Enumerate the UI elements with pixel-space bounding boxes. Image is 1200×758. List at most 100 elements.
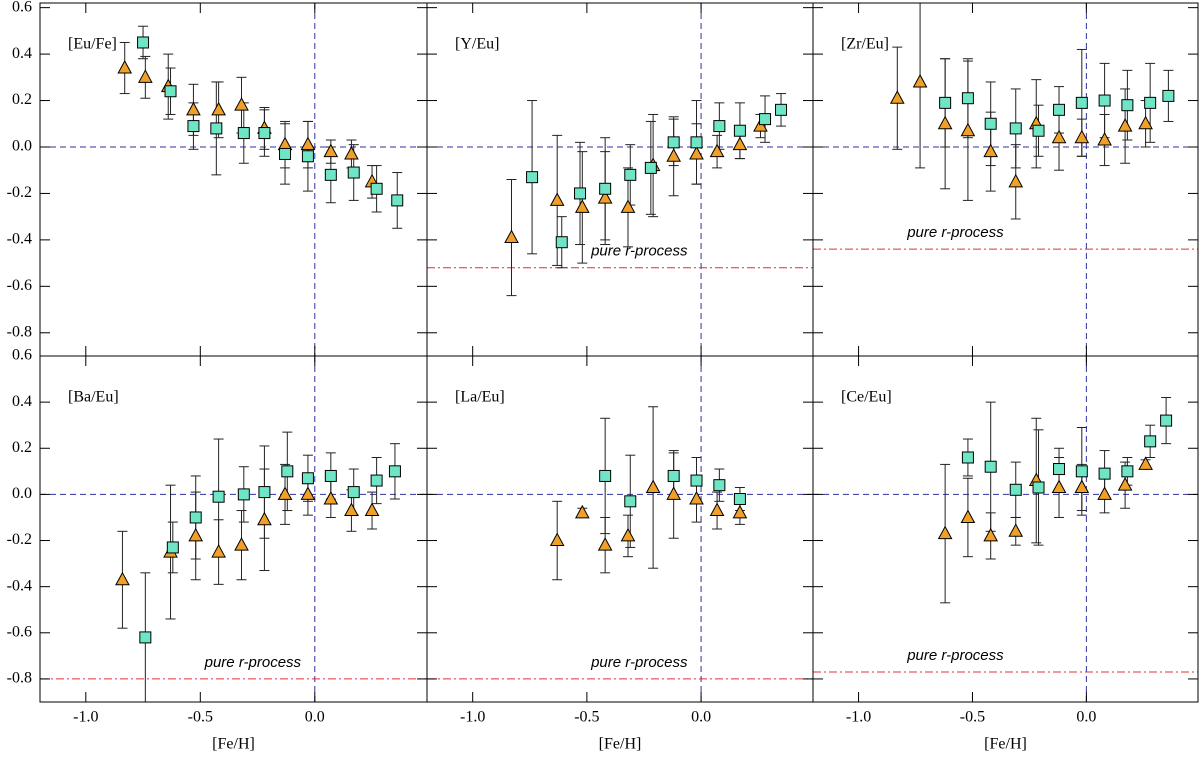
square-point: [279, 147, 292, 160]
panel: 0.6 0.4 0.2 0.0 -0.2 -0.4 -0.6 -0.8 -1.0 -0.5 0.0 […: [7, 347, 428, 753]
triangle-point: [188, 527, 204, 542]
square-point: [733, 124, 746, 137]
square-point: [391, 194, 404, 207]
triangle-point: [234, 537, 249, 551]
triangle-point: [1117, 118, 1133, 132]
triangle-point: [323, 490, 339, 505]
panel: -1.0 -0.5 0.0 [Fe/H] pure r-process [La/Eu]: [426, 355, 814, 753]
square-point: [1009, 122, 1022, 135]
triangle-point: [300, 136, 316, 151]
triangle-point: [117, 59, 133, 74]
annotation: pure r-process: [906, 647, 1004, 664]
triangle-point: [937, 115, 953, 130]
triangle-point: [960, 122, 976, 137]
square-point: [187, 120, 200, 133]
x-tick-label: -0.5: [574, 709, 599, 726]
annotation: pure r-process: [906, 224, 1004, 241]
panel-title: [Eu/Fe]: [68, 36, 117, 53]
square-point: [961, 92, 974, 105]
square-point: [212, 490, 225, 503]
square-point: [1160, 414, 1173, 427]
square-point: [1121, 465, 1134, 478]
square-point: [733, 493, 746, 506]
panel-title: [La/Eu]: [455, 389, 505, 406]
square-point: [1053, 103, 1066, 116]
square-point: [690, 474, 703, 487]
y-tick-label: -0.6: [7, 277, 32, 294]
triangle-point: [211, 544, 226, 558]
x-tick-label: -0.5: [960, 709, 985, 726]
square-point: [1144, 96, 1157, 109]
square-point: [713, 479, 726, 492]
square-point: [301, 150, 314, 163]
y-tick-label: 0.2: [12, 439, 32, 456]
square-point: [599, 182, 612, 195]
square-point: [301, 472, 314, 485]
triangle-point: [277, 136, 293, 151]
square-point: [1162, 89, 1175, 102]
x-axis-label: [Fe/H]: [212, 736, 255, 753]
y-tick-label: 0.4: [12, 393, 32, 410]
triangle-point: [889, 90, 905, 104]
triangle-point: [709, 143, 725, 158]
square-point: [961, 451, 974, 464]
square-point: [775, 103, 788, 116]
triangle-point: [257, 511, 272, 526]
triangle-point: [645, 479, 661, 493]
square-point: [324, 469, 337, 482]
plot-area: [813, 3, 1198, 356]
triangle-point: [597, 190, 613, 204]
y-tick-label: -0.4: [7, 231, 32, 248]
triangle-point: [689, 145, 704, 160]
triangle-point: [960, 509, 976, 523]
square-point: [1053, 463, 1066, 476]
panel-frame: [812, 2, 1199, 357]
y-tick-label: -0.8: [7, 670, 32, 687]
panel: -1.0 -0.5 0.0 [Fe/H] pure r-process [Ce/Eu]: [812, 355, 1199, 753]
square-point: [713, 120, 726, 133]
square-point: [555, 236, 568, 249]
x-tick-label: 0.0: [1076, 709, 1096, 726]
square-point: [237, 488, 250, 501]
square-point: [644, 161, 657, 174]
panel-title: [Ce/Eu]: [841, 389, 892, 406]
square-point: [166, 541, 179, 554]
square-point: [164, 85, 177, 98]
triangle-point: [1051, 479, 1067, 493]
panel-title: [Y/Eu]: [455, 36, 499, 53]
triangle-point: [1074, 479, 1090, 493]
square-point: [210, 122, 223, 135]
triangle-point: [574, 199, 590, 213]
x-tick-label: -1.0: [73, 709, 98, 726]
square-point: [281, 465, 294, 478]
triangle-point: [912, 73, 928, 88]
square-point: [1098, 94, 1111, 107]
square-point: [667, 136, 680, 149]
triangle-point: [234, 97, 249, 111]
y-tick-label: -0.2: [7, 184, 32, 201]
triangle-point: [300, 486, 316, 500]
square-point: [324, 168, 337, 181]
y-tick-label: -0.2: [7, 531, 32, 548]
square-point: [237, 127, 250, 140]
triangle-point: [597, 537, 613, 551]
square-point: [759, 113, 772, 126]
square-point: [1075, 465, 1088, 478]
x-tick-label: 0.0: [305, 709, 325, 726]
triangle-point: [983, 143, 999, 158]
triangle-point: [620, 527, 636, 542]
triangle-point: [277, 486, 293, 500]
triangle-point: [689, 490, 704, 505]
triangle-point: [115, 571, 130, 586]
square-point: [1121, 99, 1134, 112]
square-point: [526, 171, 539, 184]
triangle-point: [344, 145, 359, 160]
triangle-point: [732, 504, 748, 519]
plot-area: [427, 3, 813, 356]
square-point: [1009, 483, 1022, 496]
square-point: [1032, 481, 1045, 494]
triangle-point: [1097, 486, 1112, 500]
triangle-point: [1051, 129, 1067, 144]
panel: pure r-process [Zr/Eu]: [812, 2, 1199, 357]
panel-title: [Zr/Eu]: [841, 36, 889, 53]
